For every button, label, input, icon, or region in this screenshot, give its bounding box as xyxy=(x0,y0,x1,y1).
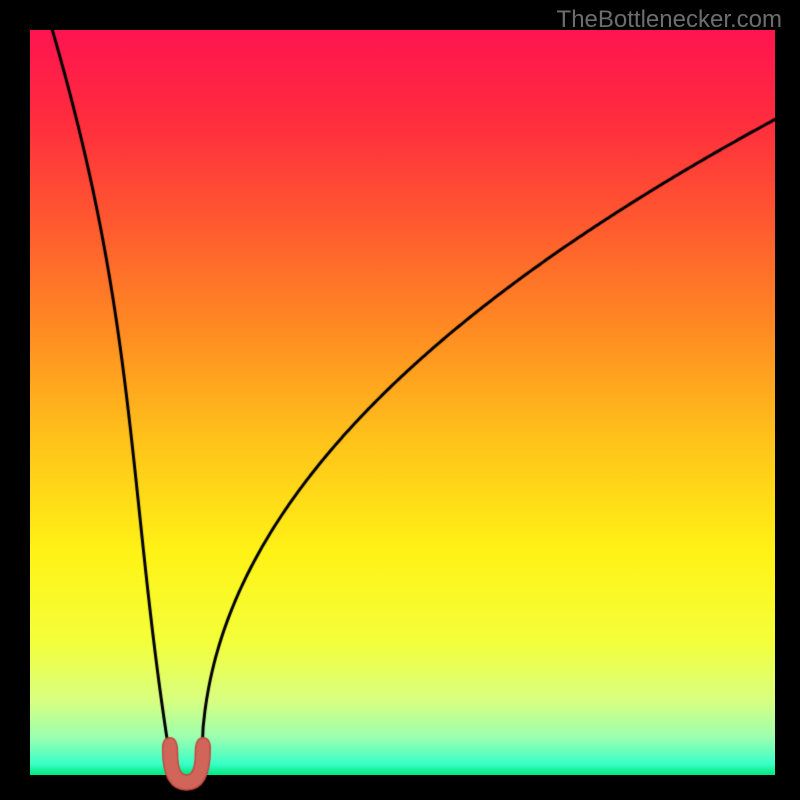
watermark-text: TheBottlenecker.com xyxy=(557,6,782,34)
chart-container: TheBottlenecker.com xyxy=(0,0,800,800)
curve-canvas xyxy=(0,0,800,800)
